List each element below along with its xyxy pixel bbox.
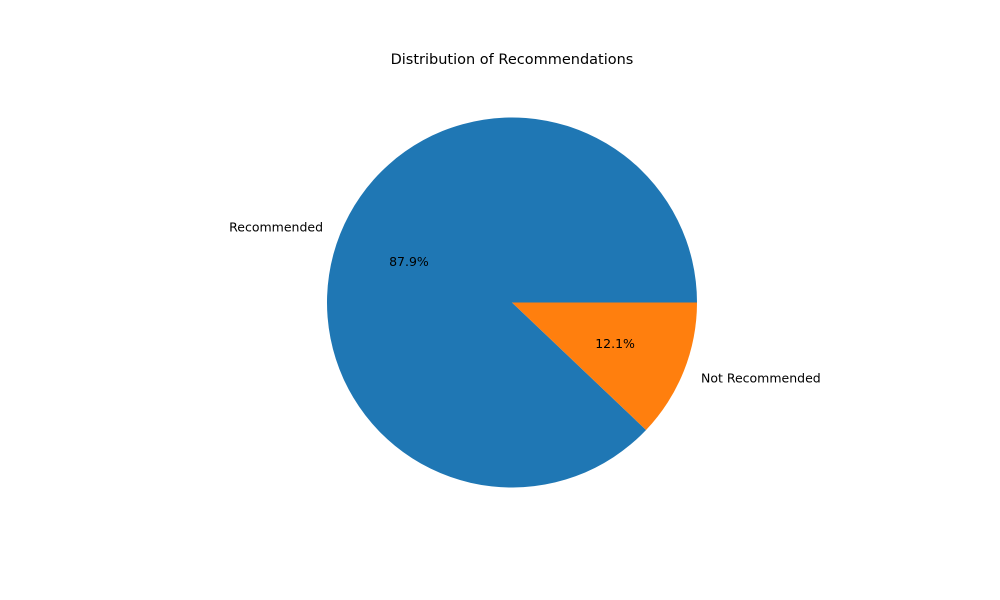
chart-title: Distribution of Recommendations	[391, 52, 634, 68]
slice-percentage-label: 87.9%	[389, 254, 429, 269]
pie-slice-not-recommended	[512, 302, 697, 430]
pie-slices	[327, 117, 697, 488]
pie-labels: Recommended 87.9% Not Recommended 12.1%	[229, 219, 821, 385]
slice-label: Not Recommended	[701, 371, 821, 386]
slice-percentage-label: 12.1%	[595, 336, 635, 351]
pie-slice-recommended	[327, 117, 697, 488]
slice-label: Recommended	[229, 219, 323, 234]
